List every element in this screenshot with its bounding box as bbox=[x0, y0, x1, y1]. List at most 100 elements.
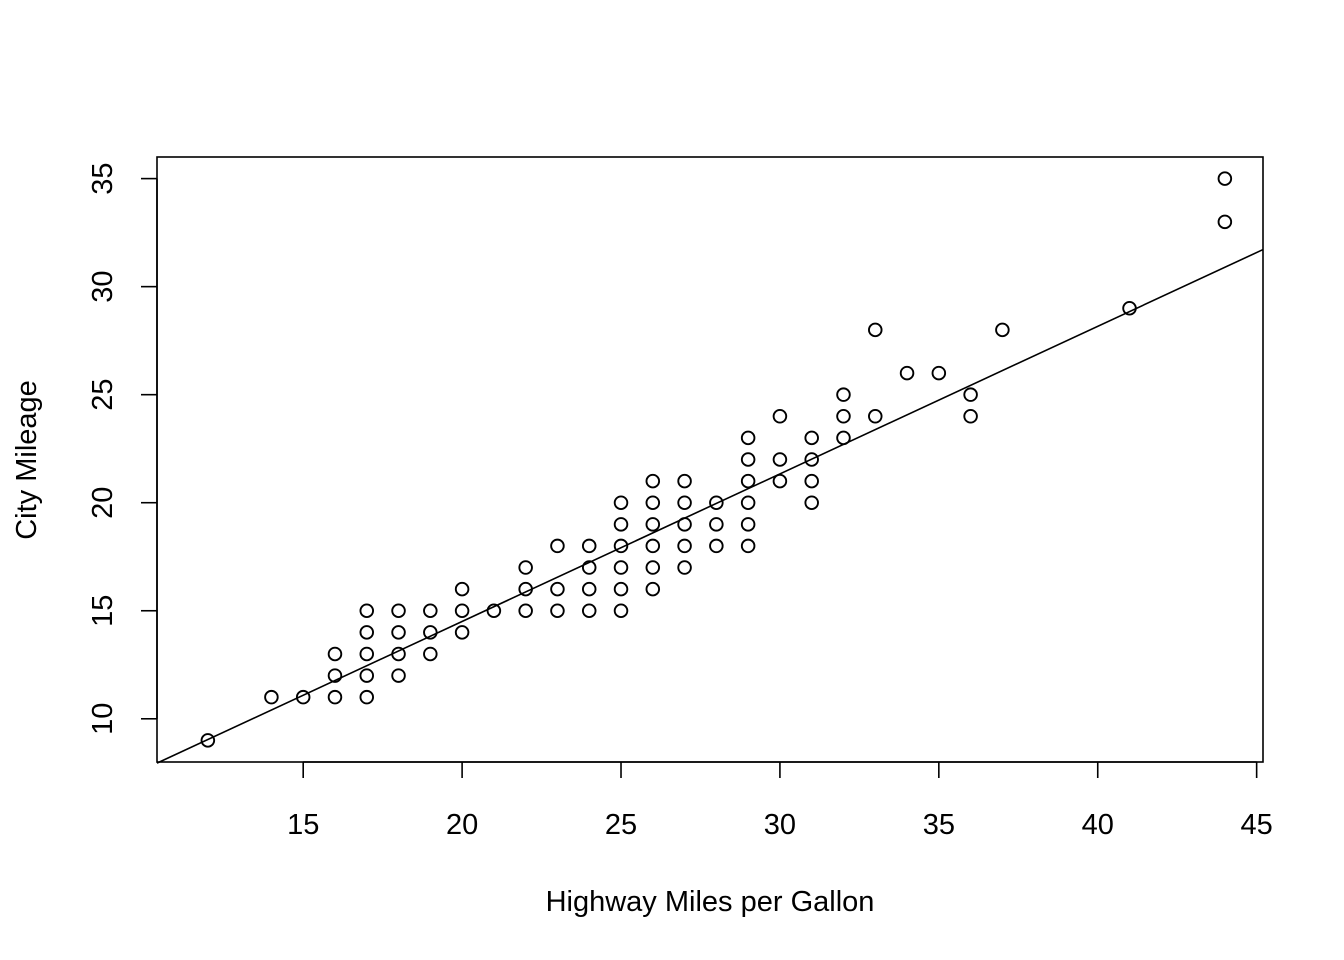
data-point bbox=[550, 538, 565, 554]
data-point bbox=[677, 560, 692, 575]
data-point bbox=[454, 603, 470, 619]
data-point bbox=[454, 625, 470, 640]
data-point bbox=[613, 603, 629, 619]
x-axis: 15 20 25 30 35 40 45 bbox=[287, 761, 1273, 841]
y-axis-label: City Mileage bbox=[11, 380, 43, 540]
data-point bbox=[677, 473, 692, 489]
data-point bbox=[613, 560, 629, 575]
data-point bbox=[677, 517, 692, 532]
data-point bbox=[772, 473, 788, 489]
data-point bbox=[645, 517, 661, 532]
data-point bbox=[200, 733, 216, 748]
data-point bbox=[359, 625, 375, 640]
data-point bbox=[613, 517, 629, 532]
data-point bbox=[963, 409, 978, 424]
data-point bbox=[740, 495, 756, 510]
data-point bbox=[550, 603, 565, 619]
data-point bbox=[804, 473, 819, 489]
x-tick-label: 45 bbox=[1241, 809, 1273, 841]
x-tick-label: 30 bbox=[764, 809, 796, 841]
data-point bbox=[423, 646, 438, 662]
data-point bbox=[581, 603, 597, 619]
points-layer bbox=[200, 171, 1233, 748]
data-point bbox=[836, 409, 851, 424]
data-point bbox=[868, 409, 883, 424]
data-point bbox=[264, 689, 279, 705]
data-point bbox=[359, 689, 375, 705]
data-point bbox=[327, 646, 343, 662]
regression-line bbox=[156, 248, 1264, 764]
data-point bbox=[772, 452, 788, 467]
data-point bbox=[740, 538, 756, 554]
data-point bbox=[613, 581, 629, 597]
data-point bbox=[486, 603, 502, 619]
data-point bbox=[963, 387, 978, 402]
data-point bbox=[518, 560, 533, 575]
x-tick-label: 40 bbox=[1082, 809, 1114, 841]
data-point bbox=[295, 689, 311, 705]
data-point bbox=[518, 581, 533, 597]
y-axis: 10 15 20 25 30 35 bbox=[87, 162, 158, 735]
data-point bbox=[677, 538, 692, 554]
data-point bbox=[740, 517, 756, 532]
data-point bbox=[359, 646, 375, 662]
data-point bbox=[740, 430, 756, 446]
data-point bbox=[645, 538, 661, 554]
data-point bbox=[613, 538, 629, 554]
data-point bbox=[581, 538, 597, 554]
data-point bbox=[836, 430, 851, 446]
x-tick-label: 20 bbox=[446, 809, 478, 841]
data-point bbox=[613, 495, 629, 510]
data-point bbox=[804, 452, 819, 467]
data-point bbox=[645, 473, 661, 489]
y-tick-label: 35 bbox=[87, 162, 119, 194]
data-point bbox=[899, 365, 915, 381]
data-point bbox=[327, 689, 343, 705]
data-point bbox=[645, 560, 661, 575]
data-point bbox=[709, 517, 724, 532]
data-point bbox=[1217, 171, 1233, 186]
data-point bbox=[359, 603, 375, 619]
y-tick-label: 25 bbox=[87, 379, 119, 411]
y-tick-label: 20 bbox=[87, 487, 119, 519]
data-point bbox=[645, 495, 661, 510]
y-tick-label: 15 bbox=[87, 595, 119, 627]
data-point bbox=[581, 560, 597, 575]
x-axis-label: Highway Miles per Gallon bbox=[546, 886, 875, 918]
data-point bbox=[391, 625, 406, 640]
data-point bbox=[740, 452, 756, 467]
plot-frame bbox=[156, 156, 1264, 763]
data-point bbox=[550, 581, 565, 597]
data-point bbox=[454, 581, 470, 597]
data-point bbox=[391, 668, 406, 683]
y-tick-label: 30 bbox=[87, 271, 119, 303]
data-point bbox=[518, 603, 533, 619]
data-point bbox=[772, 409, 788, 424]
data-point bbox=[645, 581, 661, 597]
x-tick-label: 35 bbox=[923, 809, 955, 841]
data-point bbox=[423, 625, 438, 640]
data-point bbox=[836, 387, 851, 402]
x-tick-label: 15 bbox=[287, 809, 319, 841]
data-point bbox=[1122, 301, 1137, 316]
y-tick-label: 10 bbox=[87, 703, 119, 735]
data-point bbox=[1217, 214, 1233, 230]
data-point bbox=[391, 646, 406, 662]
data-point bbox=[327, 668, 343, 683]
data-point bbox=[709, 495, 724, 510]
data-point bbox=[995, 322, 1010, 338]
data-point bbox=[391, 603, 406, 619]
data-point bbox=[423, 603, 438, 619]
data-point bbox=[709, 538, 724, 554]
data-point bbox=[677, 495, 692, 510]
data-point bbox=[740, 473, 756, 489]
data-point bbox=[868, 322, 883, 338]
data-point bbox=[581, 581, 597, 597]
x-tick-label: 25 bbox=[605, 809, 637, 841]
data-point bbox=[359, 668, 375, 683]
fit-line-layer bbox=[156, 248, 1264, 764]
data-point bbox=[804, 430, 819, 446]
data-point bbox=[931, 365, 947, 381]
data-point bbox=[804, 495, 819, 510]
